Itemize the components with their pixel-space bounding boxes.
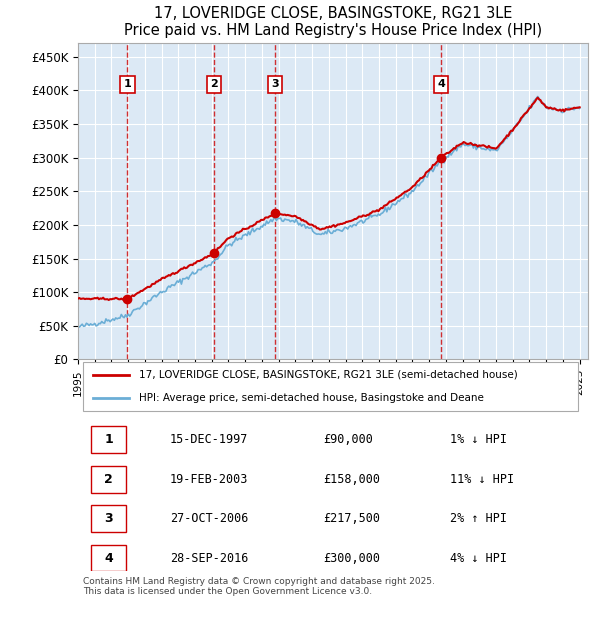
Text: HPI: Average price, semi-detached house, Basingstoke and Deane: HPI: Average price, semi-detached house,… [139,393,484,404]
FancyBboxPatch shape [83,362,578,411]
Text: 4: 4 [437,79,445,89]
Text: 1: 1 [124,79,131,89]
Text: 28-SEP-2016: 28-SEP-2016 [170,552,248,565]
Text: 3: 3 [271,79,279,89]
Text: Contains HM Land Registry data © Crown copyright and database right 2025.
This d: Contains HM Land Registry data © Crown c… [83,577,435,596]
Title: 17, LOVERIDGE CLOSE, BASINGSTOKE, RG21 3LE
Price paid vs. HM Land Registry's Hou: 17, LOVERIDGE CLOSE, BASINGSTOKE, RG21 3… [124,6,542,38]
Text: 19-FEB-2003: 19-FEB-2003 [170,472,248,485]
Text: 2% ↑ HPI: 2% ↑ HPI [450,512,508,525]
Text: 1% ↓ HPI: 1% ↓ HPI [450,433,508,446]
Text: 27-OCT-2006: 27-OCT-2006 [170,512,248,525]
Text: 1: 1 [104,433,113,446]
Text: £300,000: £300,000 [323,552,380,565]
FancyBboxPatch shape [91,426,127,453]
Text: 4: 4 [104,552,113,565]
Text: 2: 2 [210,79,218,89]
Text: 3: 3 [104,512,113,525]
FancyBboxPatch shape [91,544,127,572]
Text: 11% ↓ HPI: 11% ↓ HPI [450,472,514,485]
Text: 4% ↓ HPI: 4% ↓ HPI [450,552,508,565]
Text: £158,000: £158,000 [323,472,380,485]
FancyBboxPatch shape [91,466,127,492]
Text: 17, LOVERIDGE CLOSE, BASINGSTOKE, RG21 3LE (semi-detached house): 17, LOVERIDGE CLOSE, BASINGSTOKE, RG21 3… [139,370,518,379]
FancyBboxPatch shape [91,505,127,532]
Text: £217,500: £217,500 [323,512,380,525]
Text: 15-DEC-1997: 15-DEC-1997 [170,433,248,446]
Text: 2: 2 [104,472,113,485]
Text: £90,000: £90,000 [323,433,373,446]
